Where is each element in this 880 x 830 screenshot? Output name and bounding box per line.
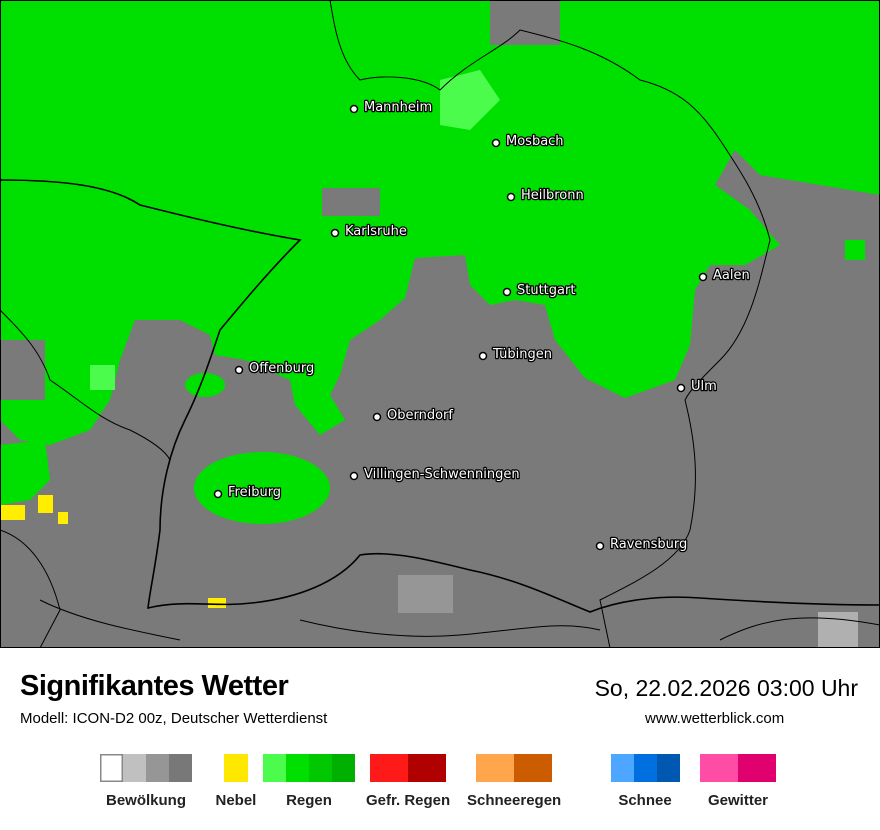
svg-text:Freiburg: Freiburg [228,485,281,500]
legend-swatch [700,754,776,782]
city-heilbronn[interactable]: Heilbronn [506,187,585,204]
city-mannheim[interactable]: Mannheim [349,99,433,116]
legend-color [146,754,169,782]
legend-swatch [370,754,447,782]
city-tuebingen[interactable]: Tübingen [478,346,553,363]
legend-item-nebel: Nebel [215,754,257,809]
weather-map: Mannheim Mosbach Heilbronn Karlsruhe Aal… [0,0,880,648]
svg-text:Mosbach: Mosbach [506,134,564,149]
city-ulm[interactable]: Ulm [676,378,718,395]
svg-text:Heilbronn: Heilbronn [521,188,584,203]
city-karlsruhe[interactable]: Karlsruhe [330,223,408,240]
legend-item-regen: Regen [263,754,355,809]
legend-color [123,754,146,782]
city-villingen-schwenningen[interactable]: Villingen-Schwenningen [349,466,521,483]
legend-color [370,754,409,782]
legend-color [169,754,192,782]
country-borders [0,179,880,613]
fog-area [0,505,25,520]
legend-label: Nebel [215,792,257,809]
svg-text:Ulm: Ulm [691,379,717,394]
page-title: Signifikantes Wetter [20,670,289,702]
city-freiburg[interactable]: Freiburg [213,484,282,501]
light-rain-area [90,365,115,390]
rain-area [185,373,225,397]
legend-label: Bewölkung [105,792,186,809]
fog-area [38,495,53,513]
legend-item-schneeregen: Schneeregen [467,754,561,809]
cloud-patch [0,340,45,400]
city-markers: Mannheim Mosbach Heilbronn Karlsruhe Aal… [213,99,751,553]
legend-color [700,754,738,782]
website-link[interactable]: www.wetterblick.com [645,710,785,727]
legend-label: Gewitter [707,792,768,809]
legend-swatch [610,754,680,782]
cloud-patch [322,188,380,216]
legend-label: Gefr. Regen [366,792,451,809]
state-borders [0,0,880,648]
legend-swatch [476,754,553,782]
legend-color [309,754,332,782]
city-aalen[interactable]: Aalen [698,267,751,284]
legend-color [408,754,447,782]
fog-area [208,598,226,608]
light-rain-area [440,70,500,130]
legend-item-bewölkung: Bewölkung [100,754,192,809]
fog-area [58,512,68,524]
svg-text:Oberndorf: Oberndorf [387,408,453,423]
svg-text:Aalen: Aalen [713,268,750,283]
legend-color [656,754,680,782]
forecast-datetime: So, 22.02.2026 03:00 Uhr [594,675,858,701]
legend-color [610,754,634,782]
rain-area [0,0,880,445]
rain-area [0,440,50,505]
legend-color [476,754,515,782]
svg-text:Stuttgart: Stuttgart [517,283,575,298]
legend-label: Schneeregen [467,792,562,809]
legend-swatch [263,754,355,782]
legend-color [514,754,553,782]
svg-text:Villingen-Schwenningen: Villingen-Schwenningen [364,467,520,482]
rain-area [194,452,330,524]
svg-text:Karlsruhe: Karlsruhe [345,224,407,239]
rain-area [845,240,865,260]
legend-color [332,754,355,782]
legend-color [633,754,657,782]
legend-item-gewitter: Gewitter [700,754,776,809]
legend-color [223,754,248,782]
svg-text:Ravensburg: Ravensburg [610,537,687,552]
city-stuttgart[interactable]: Stuttgart [502,282,577,299]
legend-color [738,754,776,782]
legend-item-schnee: Schnee [610,754,680,809]
cloud-patch-light [818,612,858,648]
model-info: Modell: ICON-D2 00z, Deutscher Wetterdie… [20,710,328,727]
legend-item-gefr-regen: Gefr. Regen [366,754,450,809]
city-oberndorf[interactable]: Oberndorf [372,407,455,424]
svg-text:Mannheim: Mannheim [364,100,432,115]
legend-color [100,754,123,782]
cloud-patch-light [398,575,453,613]
legend-color [286,754,309,782]
city-ravensburg[interactable]: Ravensburg [595,536,689,553]
legend-swatch [223,754,248,782]
svg-text:Offenburg: Offenburg [249,361,314,376]
svg-text:Tübingen: Tübingen [492,347,552,362]
legend-color [263,754,286,782]
city-offenburg[interactable]: Offenburg [234,360,316,377]
legend-label: Schnee [618,792,672,809]
legend-label: Regen [286,792,332,809]
city-mosbach[interactable]: Mosbach [491,133,565,150]
legend-swatch [100,754,192,782]
